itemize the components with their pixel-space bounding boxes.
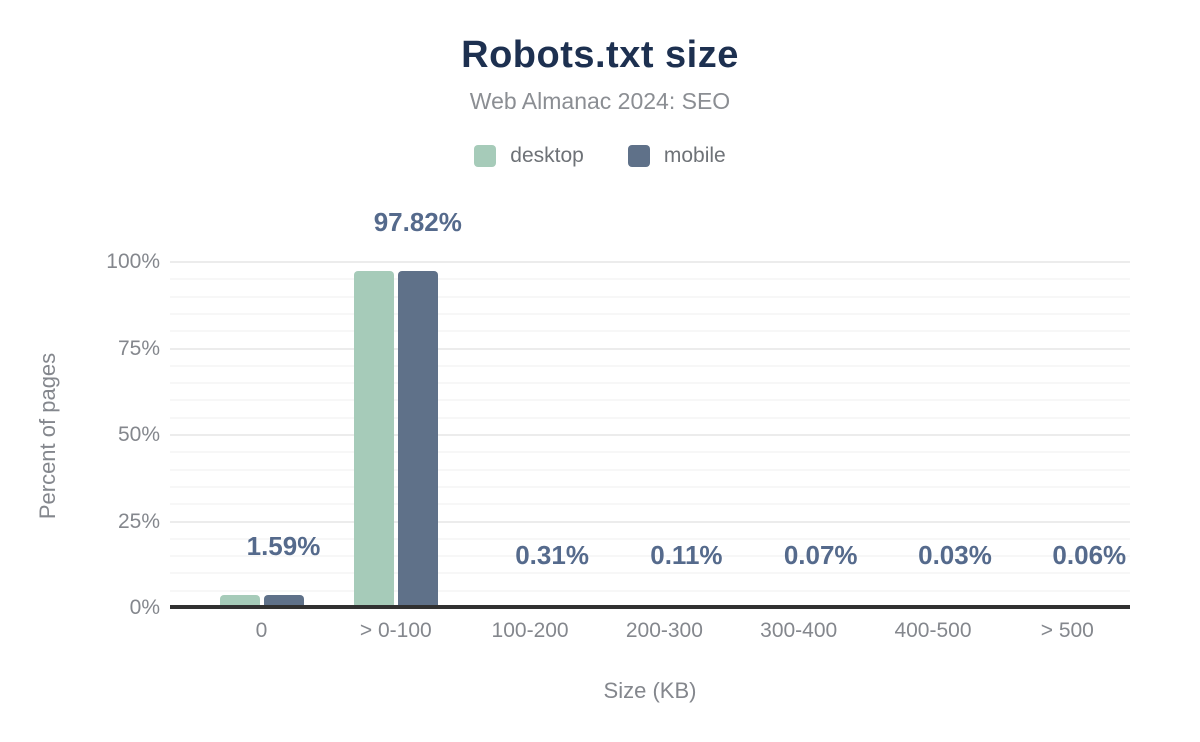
- major-gridline: [170, 261, 1130, 263]
- bar-mobile->0-100[interactable]: [397, 270, 438, 609]
- chart-subtitle: Web Almanac 2024: SEO: [469, 88, 731, 114]
- minor-gridline: [170, 468, 1130, 471]
- x-axis-tick-label: 400-500: [894, 619, 972, 642]
- bar-desktop->0-100[interactable]: [353, 270, 394, 609]
- bar-value-label: 0.31%: [515, 540, 589, 570]
- minor-gridline: [170, 451, 1130, 454]
- x-axis-tick-label: 200-300: [625, 619, 703, 642]
- minor-gridline: [170, 503, 1130, 506]
- minor-gridline: [170, 416, 1130, 419]
- minor-gridline: [170, 555, 1130, 558]
- chart-title: Robots.txt size: [461, 34, 739, 76]
- x-axis-tick-label: 0: [255, 619, 268, 642]
- bar-value-label: 0.11%: [650, 540, 723, 570]
- minor-gridline: [170, 589, 1130, 592]
- bar-value-label: 0.06%: [1052, 540, 1127, 570]
- bar-value-label: 97.82%: [373, 206, 462, 237]
- minor-gridline: [170, 572, 1130, 575]
- minor-gridline: [170, 295, 1130, 298]
- legend-item-mobile[interactable]: mobile: [627, 144, 726, 168]
- minor-gridline: [170, 330, 1130, 333]
- minor-gridline: [170, 485, 1130, 488]
- y-axis-tick-label: 75%: [117, 336, 160, 360]
- bar-value-label: 1.59%: [246, 531, 321, 561]
- legend: desktop mobile: [0, 142, 1200, 170]
- minor-gridline: [170, 382, 1130, 385]
- minor-gridline: [170, 278, 1130, 281]
- major-gridline: [170, 520, 1130, 523]
- x-axis-tick-label: 100-200: [491, 619, 569, 642]
- legend-label-desktop: desktop: [510, 144, 584, 167]
- bar-value-label: 0.07%: [783, 540, 858, 570]
- x-axis-title: Size (KB): [603, 678, 697, 703]
- legend-label-mobile: mobile: [663, 144, 726, 167]
- mobile-swatch-icon: [627, 145, 650, 167]
- major-gridline: [170, 434, 1130, 436]
- y-axis-tick-label: 25%: [117, 509, 160, 533]
- x-axis-tick-label: > 0-100: [359, 619, 432, 642]
- desktop-swatch-icon: [474, 145, 497, 167]
- y-axis-title: Percent of pages: [35, 352, 60, 520]
- minor-gridline: [170, 364, 1130, 367]
- y-axis-tick-label: 50%: [117, 423, 160, 446]
- x-axis-tick-label: > 500: [1040, 619, 1094, 642]
- minor-gridline: [170, 537, 1130, 540]
- bar-value-label: 0.03%: [918, 540, 992, 570]
- y-axis-tick-label: 100%: [106, 250, 160, 273]
- y-axis-tick-label: 0%: [129, 596, 160, 619]
- minor-gridline: [170, 399, 1130, 402]
- major-gridline: [170, 347, 1130, 350]
- legend-item-desktop[interactable]: desktop: [474, 144, 584, 168]
- x-axis-line: [170, 605, 1130, 609]
- x-axis-tick-label: 300-400: [760, 619, 838, 642]
- minor-gridline: [170, 312, 1130, 315]
